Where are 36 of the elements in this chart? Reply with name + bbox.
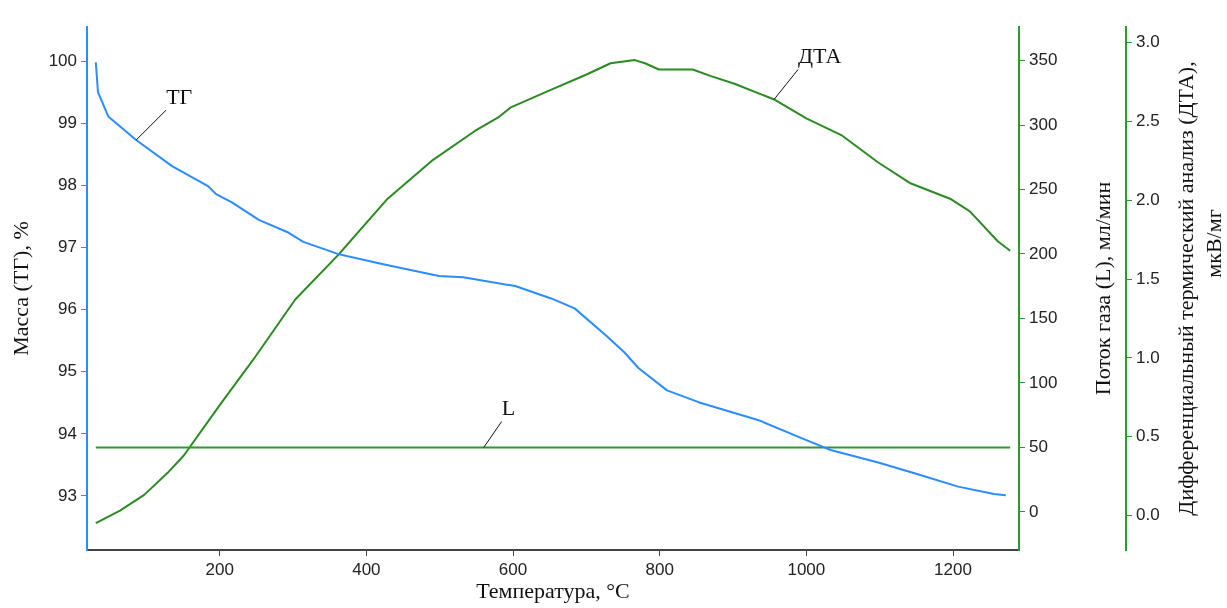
y2-tick-label: 300	[1029, 114, 1058, 134]
y-tick-label: 93	[58, 485, 77, 505]
y-tick-label: 95	[58, 361, 77, 381]
x-tick-label: 200	[205, 559, 234, 579]
y3-tick-label: 1.5	[1136, 268, 1160, 288]
x-tick-label: 400	[352, 559, 381, 579]
series-label: ДТА	[798, 43, 842, 69]
y3-tick-label: 2.5	[1136, 111, 1160, 131]
y3-tick-label: 0.5	[1136, 426, 1160, 446]
y2-tick-label: 250	[1029, 179, 1058, 199]
series-label: L	[501, 395, 516, 421]
x-tick-label: 1000	[787, 559, 826, 579]
x-tick-label: 600	[498, 559, 528, 579]
y2-tick-label: 50	[1029, 437, 1048, 457]
y-axis-title: Масса (ТГ), %	[7, 221, 33, 356]
y2-tick-label: 350	[1029, 50, 1058, 70]
y2-tick-label: 200	[1029, 243, 1058, 263]
x-axis-title: Температура, °C	[476, 577, 630, 603]
y2-axis-title: Поток газа (L), мл/мин	[1089, 181, 1115, 396]
x-tick-label: 1200	[934, 559, 972, 579]
y2-tick-label: 150	[1029, 308, 1058, 328]
y-tick-label: 99	[58, 112, 77, 132]
y2-tick-label: 100	[1029, 372, 1058, 392]
y3-axis-title: Дифференциальный термический анализ (ДТА), мкВ/мг	[1172, 61, 1226, 516]
y-tick-label: 96	[58, 299, 77, 319]
y3-tick-label: 3.0	[1136, 32, 1160, 52]
x-tick-label: 800	[645, 559, 674, 579]
y3-tick-label: 2.0	[1136, 189, 1160, 209]
y2-tick-label: 0	[1029, 501, 1039, 521]
series-label: ТГ	[166, 83, 193, 109]
y-tick-label: 100	[48, 50, 77, 70]
y-tick-label: 97	[58, 237, 77, 257]
y-tick-label: 94	[58, 423, 77, 443]
y3-tick-label: 1.0	[1136, 347, 1160, 367]
y3-tick-label: 0.0	[1136, 505, 1160, 525]
y-tick-label: 98	[58, 175, 77, 195]
